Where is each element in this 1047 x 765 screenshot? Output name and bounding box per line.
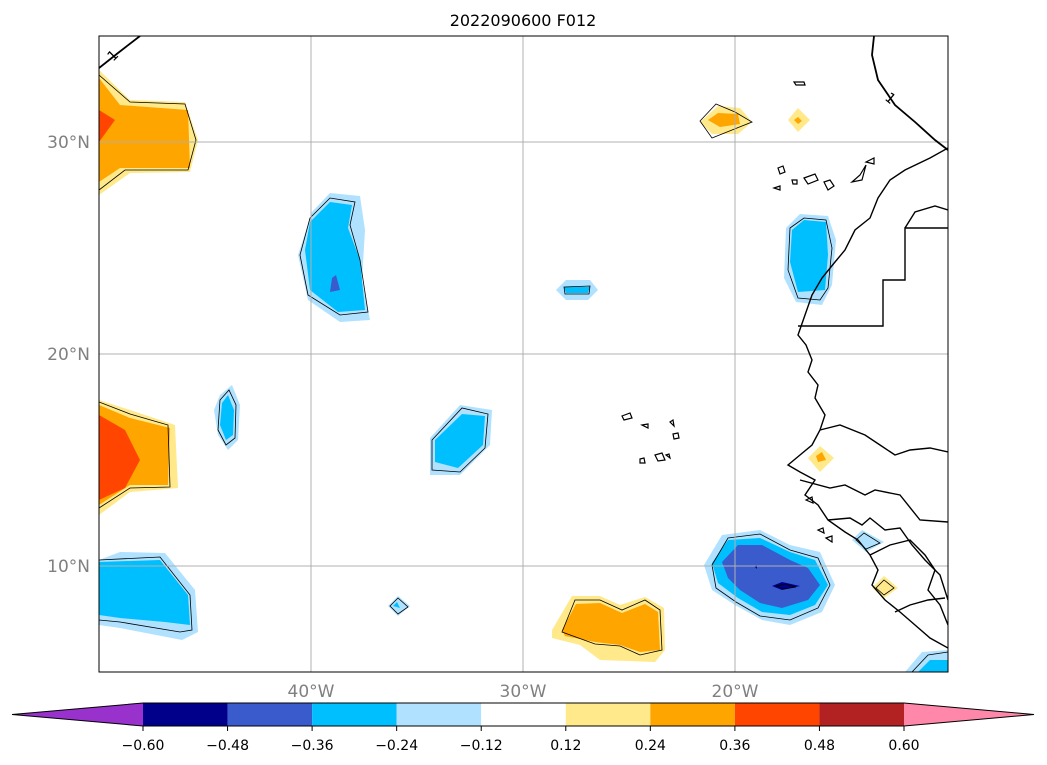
colorbar-segment	[481, 703, 566, 726]
colorbar-tick-label: −0.60	[122, 738, 165, 754]
warm-anomaly-patch	[99, 415, 140, 500]
cold-anomaly-patch	[852, 530, 884, 552]
islands	[621, 81, 875, 544]
cold-anomaly-patch	[722, 545, 820, 608]
cold-anomaly-patch	[435, 414, 485, 468]
lon-label: 20°W	[712, 682, 759, 702]
colorbar-extend-low	[12, 703, 143, 726]
colorbar-segment	[312, 703, 397, 726]
cold-anomaly-patch	[790, 220, 828, 292]
colorbar-segment	[396, 703, 482, 726]
colorbar-segment	[227, 703, 313, 726]
lat-label: 30°N	[47, 133, 90, 153]
colorbar-tick-label: −0.12	[460, 738, 503, 754]
lon-label: 40°W	[288, 682, 335, 702]
lat-label: 10°N	[47, 557, 90, 577]
lon-label: 30°W	[500, 682, 547, 702]
cold-anomaly-patch	[330, 275, 340, 292]
latitude-labels: 30°N 20°N 10°N	[47, 133, 90, 577]
colorbar-segment	[650, 703, 735, 726]
warm-anomaly-patch	[99, 110, 115, 142]
contour-labels: 1 1	[105, 47, 899, 108]
map-plot-area: 1 1	[99, 36, 948, 672]
colorbar: −0.60 −0.48 −0.36 −0.24 −0.12 0.12 0.24 0.36 0.4…	[11, 702, 1035, 754]
warm-anomaly-patch	[794, 117, 802, 124]
heavy-contours	[99, 36, 948, 151]
cold-anomaly-patch	[99, 560, 190, 625]
cold-anomaly-patch	[393, 602, 400, 608]
cold-anomaly-patch	[220, 395, 234, 440]
cold-anomaly-patch	[564, 287, 590, 293]
warm-anomaly-patch	[99, 78, 190, 182]
colorbar-tick-label: 0.24	[635, 738, 666, 754]
map-frame	[98, 35, 949, 673]
coastlines	[786, 147, 948, 649]
colorbar-tick-label: 0.36	[719, 738, 750, 754]
map-title: 2022090600 F012	[450, 11, 597, 30]
colorbar-tick-label: −0.48	[206, 738, 249, 754]
warm-anomaly-patch	[562, 603, 660, 652]
colorbar-segment	[565, 703, 651, 726]
cold-anomaly-patch	[772, 582, 800, 590]
contour-outlines	[99, 74, 948, 672]
lat-label: 20°N	[47, 345, 90, 365]
colorbar-extend-high	[904, 703, 1034, 726]
warm-anomaly-patch	[708, 113, 740, 127]
anomaly-patches	[99, 70, 948, 672]
colorbar-tick-label: 0.12	[550, 738, 581, 754]
colorbar-tick-label: −0.24	[375, 738, 418, 754]
colorbar-segment	[819, 703, 904, 726]
gridlines	[99, 36, 948, 672]
warm-anomaly-patch	[816, 452, 826, 462]
colorbar-segment	[143, 703, 228, 726]
colorbar-segment	[734, 703, 820, 726]
longitude-labels: 40°W 30°W 20°W	[288, 682, 759, 702]
colorbar-tick-label: 0.48	[804, 738, 835, 754]
colorbar-tick-label: 0.60	[888, 738, 919, 754]
cold-anomaly-patch	[918, 660, 948, 672]
cold-anomaly-patch	[305, 202, 365, 312]
colorbar-tick-label: −0.36	[291, 738, 334, 754]
